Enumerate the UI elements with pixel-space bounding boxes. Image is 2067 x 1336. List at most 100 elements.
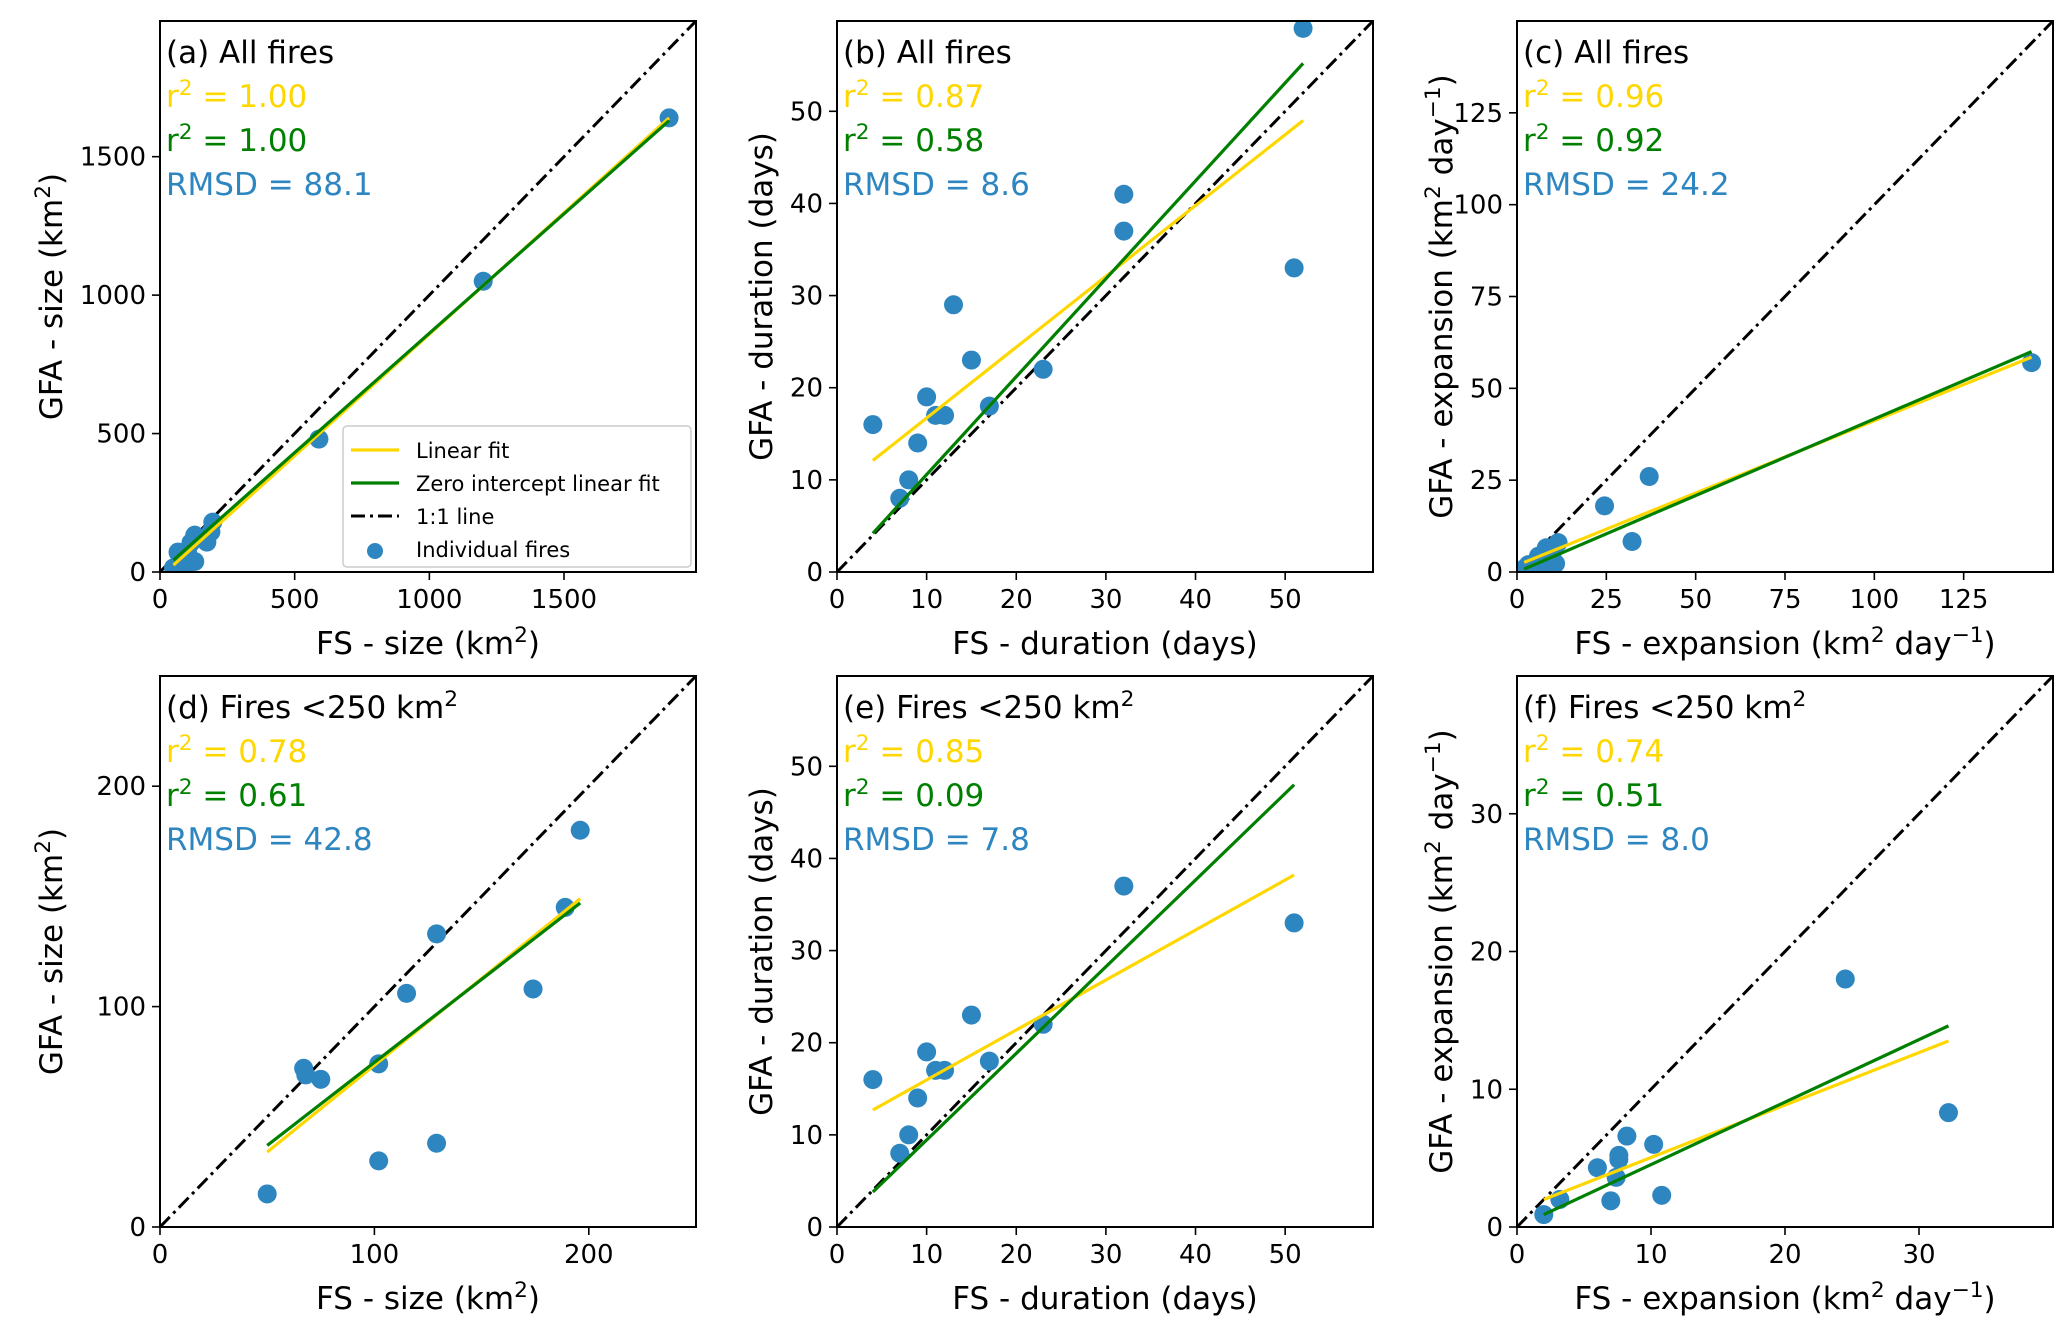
- y-tick-label: 20: [790, 1029, 823, 1059]
- fire-point: [935, 405, 955, 425]
- fire-point: [185, 551, 205, 571]
- y-axis-label: GFA - duration (days): [744, 132, 780, 461]
- fire-point: [1284, 258, 1304, 278]
- r2-linear-fit-label: r2 = 0.96: [1523, 76, 1664, 116]
- linear-fit-line: [872, 873, 1295, 1112]
- y-tick-label: 0: [1486, 558, 1503, 588]
- plot-area: [837, 21, 1373, 572]
- fire-point: [961, 1005, 981, 1025]
- x-tick-label: 10: [910, 585, 943, 615]
- one-to-one-line: [160, 676, 696, 1227]
- x-axis-label: FS - expansion (km2 day−1): [1574, 1278, 1995, 1318]
- x-tick-label: 200: [564, 1240, 614, 1270]
- fire-point: [1284, 913, 1304, 933]
- x-axis-label: FS - duration (days): [952, 626, 1258, 662]
- zero-intercept-fit-line: [172, 119, 671, 562]
- fire-point: [1652, 1185, 1672, 1205]
- fire-point: [1644, 1134, 1664, 1154]
- zero-intercept-fit-line: [871, 783, 1296, 1194]
- y-tick-label: 0: [806, 558, 823, 588]
- x-tick-label: 10: [1634, 1240, 1667, 1270]
- r2-linear-fit-label: r2 = 0.85: [843, 731, 984, 771]
- fire-point: [917, 387, 937, 407]
- axes-frame: [159, 675, 697, 1228]
- y-tick-label: 50: [790, 97, 823, 127]
- x-tick-label: 50: [1679, 585, 1712, 615]
- fire-point: [908, 433, 928, 453]
- x-tick-label: 100: [350, 1240, 400, 1270]
- y-tick-label: 10: [790, 1121, 823, 1151]
- r2-zero-intercept-label: r2 = 0.92: [1523, 120, 1664, 160]
- panel-b: 0 10 20 30 40 50 0 10 20 30 40 50 FS - duration (day…: [744, 20, 1374, 662]
- panel-f: 0 10 20 30 0 10 20 30 FS - expansion (km2 day−1)…: [1421, 675, 2054, 1318]
- x-tick-label: 50: [1269, 585, 1302, 615]
- y-tick-label: 40: [790, 189, 823, 219]
- fire-point: [570, 820, 590, 840]
- fire-point: [1114, 184, 1134, 204]
- zero-intercept-fit-line: [871, 62, 1305, 535]
- plot-area: [837, 676, 1373, 1227]
- r2-linear-fit-label: r2 = 1.00: [166, 76, 307, 116]
- rmsd-label: RMSD = 8.0: [1523, 822, 1710, 858]
- x-tick-label: 1500: [531, 585, 597, 615]
- panel-c: 0 25 50 75 100 125 0 25 50 75 100 125 FS - expansion…: [1421, 20, 2054, 662]
- axes-frame: [159, 20, 697, 573]
- y-axis-label: GFA - size (km2): [31, 828, 71, 1075]
- rmsd-label: RMSD = 42.8: [166, 822, 373, 858]
- fire-point: [296, 1065, 316, 1085]
- fire-point: [1835, 969, 1855, 989]
- x-tick-label: 1000: [396, 585, 462, 615]
- x-tick-label: 30: [1089, 585, 1122, 615]
- y-tick-label: 75: [1470, 283, 1503, 313]
- panel-title: (b) All fires: [843, 35, 1012, 71]
- legend-box: [342, 425, 692, 568]
- r2-zero-intercept-label: r2 = 0.51: [1523, 775, 1664, 815]
- fire-point: [427, 1133, 447, 1153]
- y-axis-label: GFA - duration (days): [744, 787, 780, 1116]
- y-tick-label: 1500: [80, 143, 146, 173]
- y-axis-label: GFA - expansion (km2 day−1): [1421, 74, 1461, 519]
- fire-point: [899, 470, 919, 490]
- y-tick-label: 0: [129, 558, 146, 588]
- fire-point: [1622, 532, 1642, 552]
- y-tick-label: 30: [1470, 800, 1503, 830]
- x-tick-label: 0: [152, 1240, 169, 1270]
- x-axis-label: FS - size (km2): [316, 1278, 540, 1318]
- y-axis-label: GFA - size (km2): [31, 173, 71, 420]
- panel-d: 0 100 200 0 100 200 FS - size (km2) GFA - size …: [31, 675, 697, 1318]
- linear-fit-line: [871, 119, 1305, 462]
- y-tick-label: 200: [96, 772, 146, 802]
- y-tick-label: 10: [790, 466, 823, 496]
- fire-point: [979, 1051, 999, 1071]
- plot-area: [160, 21, 696, 572]
- fire-point: [311, 1069, 331, 1089]
- fire-point: [1033, 359, 1053, 379]
- r2-linear-fit-label: r2 = 0.78: [166, 731, 307, 771]
- panel-title: (f) Fires <250 km2: [1523, 687, 1806, 727]
- x-tick-label: 30: [1089, 1240, 1122, 1270]
- rmsd-label: RMSD = 8.6: [843, 167, 1030, 203]
- fire-point: [863, 1070, 883, 1090]
- legend-item-label: Individual fires: [416, 538, 570, 562]
- fire-point: [890, 1143, 910, 1163]
- rmsd-label: RMSD = 7.8: [843, 822, 1030, 858]
- legend: Linear fit Zero intercept linear fit 1:1 l…: [342, 425, 692, 568]
- plot-area: [1517, 676, 2053, 1227]
- fire-point: [1601, 1191, 1621, 1211]
- axes-frame: [836, 675, 1374, 1228]
- fire-point: [1595, 496, 1615, 516]
- legend-item-label: Zero intercept linear fit: [416, 472, 660, 496]
- y-tick-label: 0: [1486, 1213, 1503, 1243]
- y-tick-label: 40: [790, 844, 823, 874]
- x-tick-label: 50: [1269, 1240, 1302, 1270]
- x-tick-label: 100: [1850, 585, 1900, 615]
- y-tick-label: 1000: [80, 281, 146, 311]
- y-tick-label: 0: [806, 1213, 823, 1243]
- x-tick-label: 40: [1179, 585, 1212, 615]
- x-tick-label: 0: [829, 1240, 846, 1270]
- panel-title: (a) All fires: [166, 35, 334, 71]
- x-tick-label: 20: [1000, 1240, 1033, 1270]
- panel-a: 0 500 1000 1500 0 500 1000 1500 FS - size (km2) G…: [31, 20, 697, 662]
- r2-zero-intercept-label: r2 = 0.61: [166, 775, 307, 815]
- panel-title: (e) Fires <250 km2: [843, 687, 1134, 727]
